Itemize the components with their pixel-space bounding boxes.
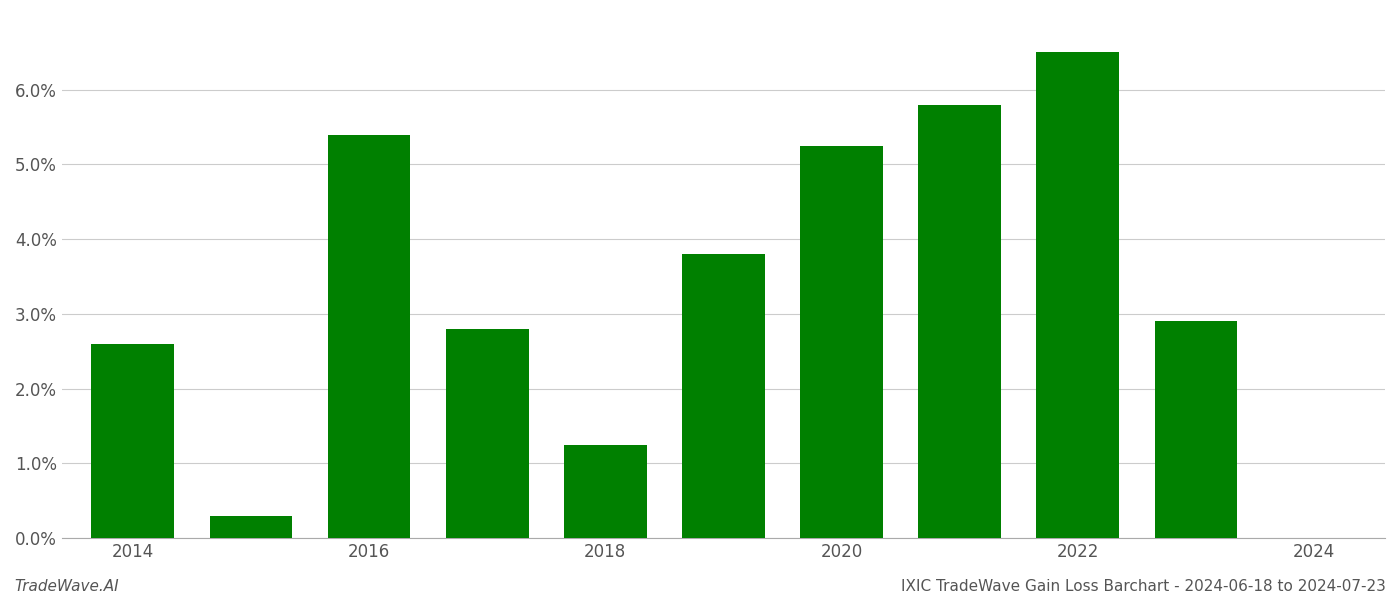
Bar xyxy=(445,329,529,538)
Bar xyxy=(682,254,764,538)
Text: TradeWave.AI: TradeWave.AI xyxy=(14,579,119,594)
Bar xyxy=(918,104,1001,538)
Bar xyxy=(91,344,174,538)
Bar xyxy=(328,134,410,538)
Bar xyxy=(1155,322,1238,538)
Bar xyxy=(210,516,293,538)
Bar xyxy=(564,445,647,538)
Bar xyxy=(1036,52,1119,538)
Text: IXIC TradeWave Gain Loss Barchart - 2024-06-18 to 2024-07-23: IXIC TradeWave Gain Loss Barchart - 2024… xyxy=(902,579,1386,594)
Bar xyxy=(801,146,883,538)
